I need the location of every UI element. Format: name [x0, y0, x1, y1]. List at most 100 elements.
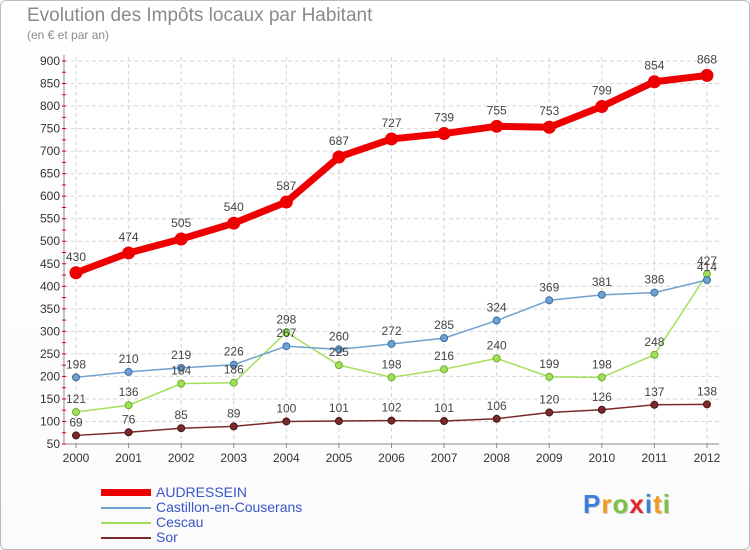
data-point: [597, 373, 606, 382]
legend-swatch-sor: [101, 537, 151, 539]
data-label: 369: [539, 280, 559, 294]
legend-swatch-audressein: [101, 489, 151, 496]
x-tick-label: 2010: [588, 451, 615, 465]
data-point: [282, 328, 291, 337]
data-label: 225: [329, 345, 349, 359]
data-label: 260: [329, 329, 349, 343]
data-label: 76: [122, 412, 136, 426]
y-tick-label: 800: [40, 99, 60, 113]
data-label: 101: [329, 401, 349, 415]
data-label: 505: [171, 216, 191, 230]
y-tick-label: 400: [40, 279, 60, 293]
y-tick-label: 250: [40, 347, 60, 361]
data-label: 120: [539, 392, 559, 406]
data-label: 799: [592, 84, 612, 98]
data-label: 89: [227, 406, 241, 420]
data-label: 755: [487, 103, 507, 117]
legend-swatch-castillon: [101, 507, 151, 509]
data-point: [490, 119, 504, 133]
data-label: 687: [329, 134, 349, 148]
x-tick-label: 2007: [431, 451, 458, 465]
data-label: 198: [592, 357, 612, 371]
data-point: [229, 360, 238, 369]
data-label: 427: [697, 254, 717, 268]
data-point: [650, 288, 659, 297]
data-point: [545, 408, 554, 417]
data-label: 138: [697, 384, 717, 398]
y-tick-label: 100: [40, 414, 60, 428]
data-point: [437, 127, 451, 141]
legend-label-sor: Sor: [156, 529, 178, 545]
logo-letter: i: [662, 489, 671, 519]
data-point: [124, 367, 133, 376]
data-point: [282, 417, 291, 426]
logo-letter: P: [583, 489, 602, 519]
data-point: [72, 408, 80, 417]
data-point: [542, 120, 556, 134]
data-label: 248: [644, 335, 664, 349]
logo-letter: x: [629, 489, 645, 519]
data-point: [387, 339, 396, 348]
data-label: 587: [276, 179, 296, 193]
data-point: [387, 373, 396, 382]
legend-swatch-cescau: [101, 522, 151, 524]
x-tick-label: 2005: [326, 451, 353, 465]
logo-letter: o: [612, 489, 630, 519]
data-label: 136: [119, 385, 139, 399]
logo-letter: i: [644, 489, 654, 519]
data-point: [545, 296, 554, 305]
data-point: [69, 266, 83, 280]
data-label: 69: [69, 415, 83, 429]
data-label: 137: [644, 385, 664, 399]
data-label: 285: [434, 318, 454, 332]
data-label: 184: [171, 364, 191, 378]
data-label: 186: [224, 363, 244, 377]
data-point: [177, 379, 186, 388]
y-tick-label: 200: [40, 369, 60, 383]
data-label: 414: [697, 260, 717, 274]
data-label: 100: [276, 401, 296, 415]
y-tick-label: 600: [40, 189, 60, 203]
data-label: 210: [119, 352, 139, 366]
data-point: [387, 416, 396, 425]
data-point: [650, 400, 659, 409]
data-point: [229, 422, 238, 431]
data-label: 727: [381, 116, 401, 130]
y-tick-label: 550: [40, 212, 60, 226]
x-tick-label: 2000: [63, 451, 90, 465]
data-point: [703, 275, 711, 284]
data-label: 272: [381, 324, 401, 338]
data-point: [492, 316, 501, 325]
data-point: [440, 417, 449, 426]
y-tick-label: 500: [40, 234, 60, 248]
data-point: [385, 132, 398, 146]
legend-label-castillon: Castillon-en-Couserans: [156, 499, 303, 515]
data-point: [332, 150, 346, 164]
legend-label-audressein: AUDRESSEIN: [156, 484, 248, 500]
x-tick-label: 2011: [642, 451, 668, 465]
data-point: [647, 75, 661, 89]
data-label: 198: [66, 357, 86, 371]
y-tick-label: 750: [40, 122, 60, 136]
x-tick-label: 2008: [483, 451, 510, 465]
data-label: 298: [276, 312, 296, 326]
data-label: 854: [644, 59, 664, 73]
data-label: 430: [66, 250, 86, 264]
data-point: [545, 372, 554, 381]
data-point: [72, 373, 80, 382]
data-label: 739: [434, 111, 454, 125]
data-label: 381: [592, 275, 612, 289]
data-point: [72, 431, 80, 440]
data-label: 106: [487, 399, 507, 413]
y-tick-label: 300: [40, 324, 60, 338]
x-tick-label: 2004: [273, 451, 300, 465]
data-point: [595, 100, 609, 114]
legend-label-cescau: Cescau: [156, 514, 204, 530]
data-point: [492, 354, 501, 363]
data-label: 324: [487, 301, 507, 315]
data-label: 540: [224, 200, 244, 214]
data-point: [122, 246, 136, 260]
data-point: [440, 334, 449, 343]
data-point: [177, 363, 186, 372]
